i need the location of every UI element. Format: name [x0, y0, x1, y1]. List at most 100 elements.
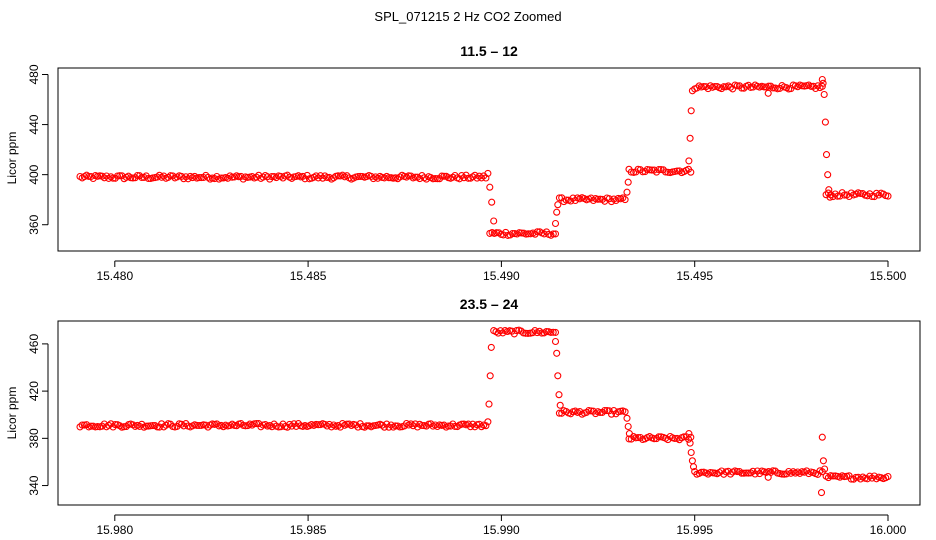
- data-point: [343, 420, 351, 428]
- data-point: [553, 208, 561, 216]
- data-point: [648, 166, 656, 174]
- data-point: [742, 469, 750, 477]
- data-point: [325, 173, 333, 181]
- data-point: [524, 329, 532, 337]
- data-point: [343, 172, 351, 180]
- data-point: [700, 82, 708, 91]
- chart-panel-bottom: 23.5 – 24 Licor ppm 15.980 15.985 15.990 15…: [5, 296, 921, 537]
- data-point: [632, 434, 640, 442]
- x-tick-label: 15.985: [290, 523, 327, 537]
- data-point: [100, 174, 108, 182]
- data-point: [685, 430, 693, 438]
- data-point: [819, 457, 827, 465]
- data-point: [76, 423, 84, 431]
- data-point: [241, 422, 250, 430]
- data-point: [852, 473, 860, 481]
- data-point: [239, 175, 247, 183]
- data-point: [686, 134, 694, 142]
- data-point: [136, 172, 144, 180]
- data-point: [738, 469, 746, 477]
- data-point: [217, 174, 225, 182]
- data-point: [193, 421, 201, 429]
- x-tick-label: 15.485: [290, 269, 327, 283]
- data-point: [636, 166, 644, 174]
- data-point: [601, 406, 609, 415]
- data-points: [76, 75, 892, 239]
- y-tick-label: 440: [27, 114, 41, 134]
- data-point: [149, 422, 157, 430]
- data-point: [496, 327, 505, 335]
- data-point: [738, 84, 746, 92]
- data-point: [542, 328, 550, 336]
- data-point: [485, 400, 493, 408]
- data-point: [621, 196, 629, 204]
- data-point: [840, 191, 849, 199]
- data-point: [396, 173, 404, 181]
- data-point: [133, 171, 141, 180]
- data-point: [367, 172, 375, 180]
- data-point: [612, 196, 620, 205]
- data-point: [314, 421, 322, 429]
- y-tick-label: 340: [27, 475, 41, 495]
- data-point: [562, 196, 570, 204]
- data-point: [554, 201, 562, 209]
- data-point: [268, 173, 276, 181]
- data-point: [822, 151, 831, 159]
- data-point: [764, 473, 772, 481]
- data-point: [327, 423, 336, 431]
- data-point: [744, 469, 752, 477]
- data-point: [778, 470, 786, 478]
- data-point: [819, 79, 827, 87]
- y-tick-label: 360: [27, 214, 41, 234]
- data-point: [624, 178, 632, 186]
- data-point: [429, 175, 437, 183]
- data-point: [98, 422, 106, 430]
- data-point: [464, 174, 472, 182]
- data-point: [554, 372, 562, 380]
- data-point: [785, 467, 793, 476]
- data-point: [312, 172, 320, 180]
- data-point: [589, 196, 597, 205]
- data-point: [749, 83, 757, 91]
- data-point: [211, 175, 219, 183]
- data-point: [487, 343, 495, 351]
- data-point: [155, 171, 163, 179]
- panel-title: 23.5 – 24: [460, 296, 519, 312]
- data-point: [477, 174, 486, 182]
- data-point: [314, 174, 322, 182]
- data-point: [444, 422, 452, 430]
- data-point: [623, 188, 631, 196]
- data-point: [533, 228, 541, 236]
- data-point: [825, 186, 833, 194]
- data-point: [484, 418, 492, 426]
- data-point: [522, 329, 530, 337]
- data-point: [288, 422, 296, 430]
- data-point: [655, 433, 663, 441]
- data-point: [689, 463, 698, 471]
- data-point: [378, 421, 386, 429]
- data-point: [213, 420, 221, 428]
- data-point: [334, 172, 342, 180]
- y-tick-label: 380: [27, 428, 41, 448]
- data-point: [884, 192, 892, 200]
- figure-title: SPL_071215 2 Hz CO2 Zoomed: [374, 9, 561, 24]
- x-tick-label: 15.480: [96, 269, 133, 283]
- data-point: [407, 172, 415, 180]
- y-tick-label: 460: [27, 334, 41, 354]
- data-point: [641, 168, 649, 176]
- data-point: [202, 421, 210, 429]
- data-point: [718, 85, 726, 93]
- data-point: [687, 168, 695, 176]
- y-axis: 340 380 420 460: [27, 334, 49, 496]
- data-point: [687, 448, 695, 457]
- data-point: [394, 175, 402, 183]
- data-point: [740, 469, 748, 477]
- data-point: [821, 118, 829, 126]
- data-point: [144, 174, 152, 183]
- data-point: [319, 174, 327, 182]
- data-point: [688, 87, 696, 95]
- data-point: [407, 420, 415, 428]
- data-point: [636, 433, 644, 442]
